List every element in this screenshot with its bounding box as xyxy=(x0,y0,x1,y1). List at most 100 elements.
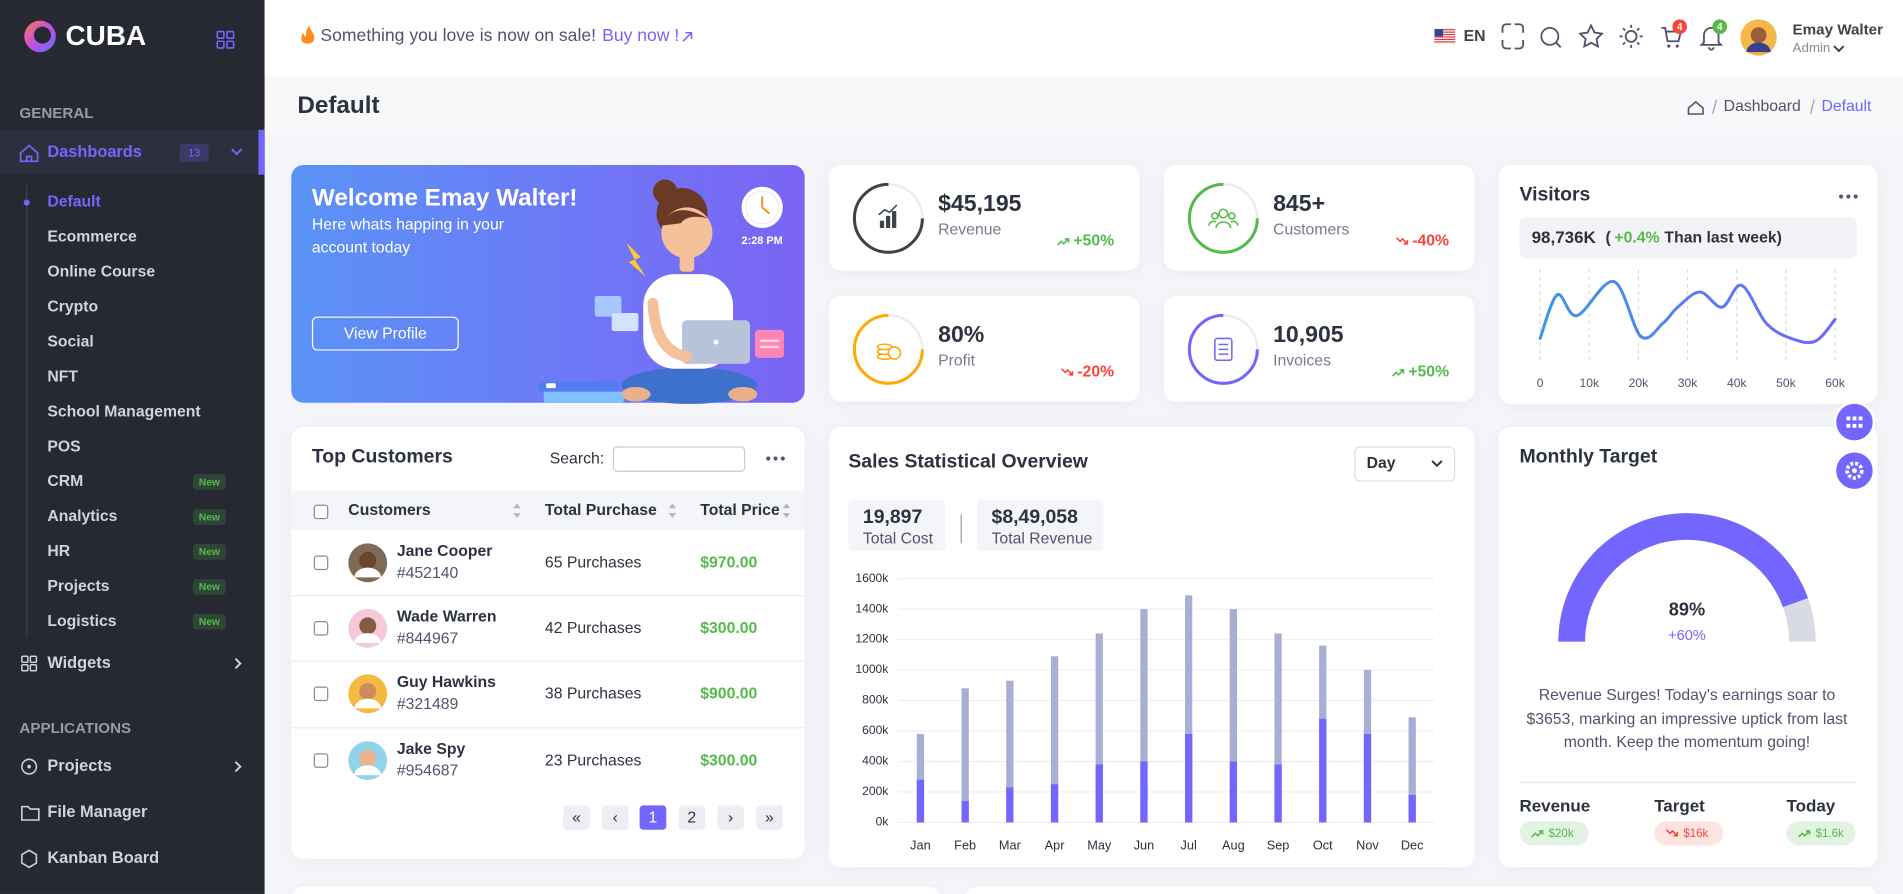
pagination-button[interactable]: « xyxy=(563,805,590,830)
x-tick-label: Feb xyxy=(954,837,976,852)
menu-dashboards[interactable]: Dashboards 13 xyxy=(0,129,265,175)
customer-name: Jane Cooper xyxy=(397,543,493,560)
button-label: View Profile xyxy=(344,325,427,342)
cart-badge xyxy=(1672,19,1687,34)
page-button-bg xyxy=(717,805,744,830)
cart-button[interactable]: 4 xyxy=(1661,19,1687,48)
icon-user xyxy=(1218,208,1229,219)
submenu-label: NFT xyxy=(47,368,78,385)
menu-label: Dashboards xyxy=(47,143,142,161)
row-checkbox[interactable] xyxy=(313,753,329,768)
fullscreen-button[interactable] xyxy=(1501,23,1525,50)
sales-card xyxy=(828,426,1475,868)
submenu-item[interactable]: NFT xyxy=(47,368,78,385)
dot xyxy=(1853,194,1858,199)
pagination-button[interactable]: 2 xyxy=(678,805,706,830)
target-label: Target xyxy=(1654,797,1705,816)
bar xyxy=(1274,633,1282,823)
new-badge-bg xyxy=(192,509,226,525)
apps-float-button[interactable] xyxy=(1833,401,1876,443)
float-icon-dot xyxy=(1852,423,1857,428)
layout-toggle[interactable] xyxy=(216,30,235,49)
submenu-item[interactable]: Ecommerce xyxy=(47,229,137,246)
x-tick-label: 30k xyxy=(1678,376,1698,390)
bookmark-button[interactable] xyxy=(1578,23,1604,49)
breadcrumb-item[interactable]: Dashboard xyxy=(1724,98,1801,115)
pagination-button[interactable]: ‹ xyxy=(601,805,629,830)
chevron xyxy=(231,148,243,156)
active-dot xyxy=(23,199,30,206)
row-checkbox[interactable] xyxy=(313,686,329,702)
row-checkbox[interactable] xyxy=(313,555,329,571)
breadcrumb-home[interactable] xyxy=(1687,100,1704,115)
customer-avatar-body xyxy=(354,633,382,643)
submenu-item[interactable]: Logistics New xyxy=(47,613,226,630)
flag-stripe xyxy=(1434,38,1456,41)
submenu-item[interactable]: CRM New xyxy=(47,473,226,490)
new-badge: New xyxy=(199,582,221,593)
pagination-button[interactable]: 1 xyxy=(639,805,667,830)
y-tick-label: 1200k xyxy=(855,632,889,646)
search-button[interactable] xyxy=(1540,26,1562,48)
app-menu-item[interactable]: File Manager xyxy=(21,803,148,821)
bar xyxy=(1185,595,1193,823)
ui-card xyxy=(594,295,622,317)
dot xyxy=(766,456,771,461)
icon-bar xyxy=(879,220,885,229)
submenu-item[interactable]: Analytics New xyxy=(47,508,226,525)
submenu-item[interactable]: School Management xyxy=(47,403,201,420)
settings-float-button[interactable] xyxy=(1833,450,1876,492)
bar xyxy=(1095,764,1103,823)
row-checkbox[interactable] xyxy=(313,621,329,636)
column-header[interactable]: Customers xyxy=(348,502,521,519)
submenu-item[interactable]: HR New xyxy=(47,543,226,560)
select-all-checkbox[interactable] xyxy=(313,504,329,520)
trend-arrow xyxy=(1531,830,1544,838)
customer-id: #452140 xyxy=(397,565,459,582)
visitors-comparison: Than last week) xyxy=(1664,230,1781,247)
summary-value: $8,49,058 xyxy=(992,506,1079,528)
view-profile-button[interactable]: View Profile xyxy=(311,316,459,351)
brand: CUBA xyxy=(66,20,147,51)
pagination-button[interactable]: › xyxy=(717,805,744,830)
next-card xyxy=(292,886,940,894)
chevron xyxy=(234,761,242,773)
icon-bar xyxy=(892,211,897,229)
submenu-item[interactable]: Crypto xyxy=(47,299,98,316)
trend-arrow xyxy=(1057,238,1070,246)
menu-widgets[interactable]: Widgets xyxy=(21,654,242,672)
period-dropdown[interactable]: Day xyxy=(1354,446,1456,482)
app-menu-item[interactable]: Projects xyxy=(21,757,242,775)
column-header[interactable]: Total Purchase xyxy=(545,502,677,519)
target-badge xyxy=(1519,821,1589,846)
more-button[interactable] xyxy=(766,456,785,461)
submenu-item[interactable]: Online Course xyxy=(47,264,155,281)
submenu-item[interactable]: Default xyxy=(23,194,102,211)
bar xyxy=(1140,761,1148,823)
user-menu[interactable]: Emay Walter Admin xyxy=(1740,19,1883,56)
submenu-item[interactable]: Social xyxy=(47,333,93,350)
submenu-item[interactable]: POS xyxy=(47,438,80,455)
search-input[interactable] xyxy=(612,446,746,472)
notification-button[interactable]: 4 xyxy=(1699,19,1728,51)
summary-box xyxy=(848,499,946,551)
y-tick-label: 0k xyxy=(876,815,890,829)
theme-button[interactable] xyxy=(1619,24,1643,48)
language-selector[interactable]: EN xyxy=(1434,28,1486,45)
float-button xyxy=(1833,401,1876,443)
pagination-button[interactable]: » xyxy=(756,805,783,830)
column-label: Total Purchase xyxy=(545,502,657,519)
submenu-item[interactable]: Projects New xyxy=(47,578,226,595)
column-header[interactable]: Total Price xyxy=(700,502,791,519)
folder-icon xyxy=(21,805,40,821)
card-title: Monthly Target xyxy=(1519,445,1657,467)
sort-icon xyxy=(668,503,677,518)
target-label: Today xyxy=(1786,797,1835,816)
customers-card xyxy=(291,426,805,859)
promo-link[interactable]: Buy now ! xyxy=(602,25,693,45)
new-badge-bg xyxy=(192,578,226,595)
app-menu-item[interactable]: Kanban Board xyxy=(21,849,159,869)
home-icon xyxy=(19,144,39,163)
more-button[interactable] xyxy=(1839,194,1858,199)
submenu-label: POS xyxy=(47,438,80,455)
